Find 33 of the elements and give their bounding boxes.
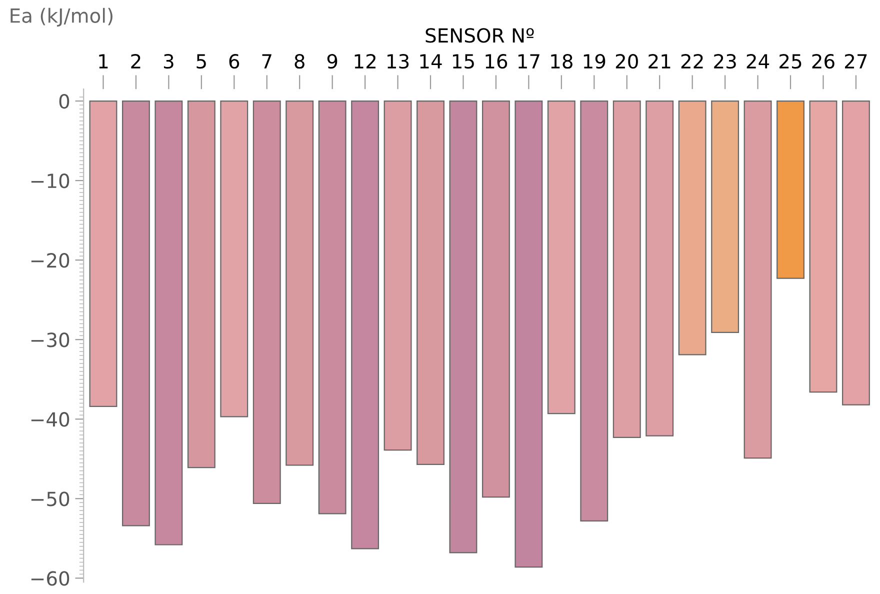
x-tick-label: 5 [196,54,206,69]
x-tick-label: 23 [714,54,736,69]
y-tick-label: −60 [31,571,70,586]
x-tick-label: 13 [388,54,409,69]
x-tick-label: 25 [780,54,802,69]
y-tick-label: 0 [59,94,70,109]
y-tick-label: −50 [31,492,70,506]
x-tick-label: 1 [99,54,108,68]
x-tick-label: 8 [294,54,304,69]
x-tick-label: 14 [420,54,442,68]
x-tick-label: 21 [648,54,670,68]
x-tick-label: 6 [229,54,240,69]
y-tick-label: −10 [31,174,70,188]
x-tick-label: 15 [453,54,474,69]
x-tick-label: 27 [845,54,867,68]
x-tick-label: 18 [551,54,572,69]
x-tick-label: 16 [486,54,508,69]
x-tick-label: 2 [131,54,140,68]
x-tick-label: 7 [262,54,272,68]
x-tick-label: 20 [616,54,638,69]
x-axis-title: SENSOR Nº [426,28,534,43]
x-tick-label: 19 [584,54,606,69]
y-tick-label: −30 [31,332,70,348]
x-tick-label: 3 [164,54,174,69]
y-axis-title: Ea (kJ/mol) [10,8,112,27]
x-tick-label: 26 [812,54,834,69]
y-tick-label: −20 [31,253,70,268]
x-tick-label: 24 [746,54,770,68]
x-tick-label: 22 [681,54,703,68]
x-tick-label: 9 [327,54,338,69]
y-tick-label: −40 [31,412,70,427]
x-tick-label: 12 [354,54,376,68]
x-tick-label: 17 [518,54,540,68]
